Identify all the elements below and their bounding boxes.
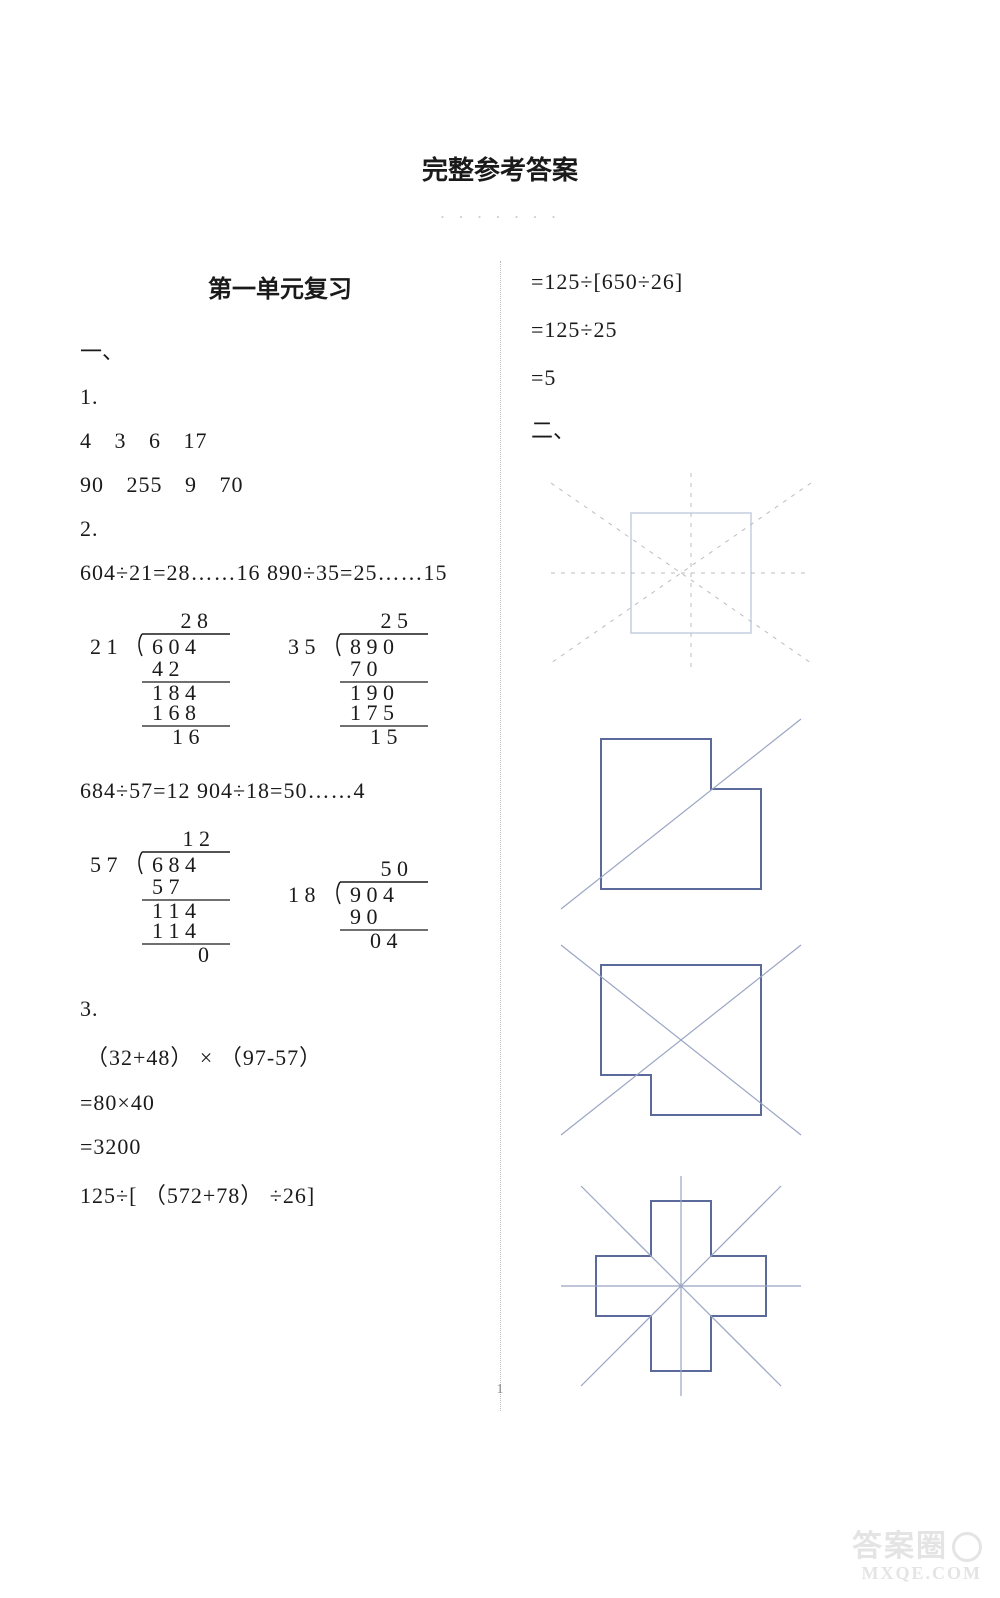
- geom-1: [531, 463, 920, 683]
- q1-row2: 90 255 9 70: [80, 472, 480, 498]
- q2-label: 2.: [80, 516, 480, 542]
- left-column: 第一单元复习 一、 1. 4 3 6 17 90 255 9 70 2. 604…: [80, 261, 500, 1411]
- page-title: 完整参考答案: [80, 150, 920, 187]
- longdiv-c: 1 2 5 7 6 8 4 5 7 1 1 4 1 1 4 0: [80, 826, 250, 976]
- svg-text:1 2: 1 2: [183, 826, 211, 851]
- r-l1: =125÷[650÷26]: [531, 269, 920, 295]
- section-two-label: 二、: [531, 413, 920, 445]
- q3-label: 3.: [80, 996, 480, 1022]
- page-number: 1: [497, 1382, 504, 1398]
- svg-text:7 0: 7 0: [350, 656, 378, 681]
- q2-line1: 604÷21=28……16 890÷35=25……15: [80, 560, 480, 586]
- svg-text:1 8: 1 8: [288, 882, 316, 907]
- q3-l4: 125÷[ （572+78） ÷26]: [80, 1178, 480, 1210]
- svg-text:1 1 4: 1 1 4: [152, 918, 196, 943]
- watermark: 答案圈 MXQE.COM: [852, 1530, 982, 1584]
- faint-subtitle: · · · · · · ·: [80, 207, 920, 231]
- svg-text:3 5: 3 5: [288, 634, 316, 659]
- svg-text:2 8: 2 8: [181, 608, 209, 633]
- watermark-circle-icon: [952, 1532, 982, 1562]
- longdiv-row-2: 1 2 5 7 6 8 4 5 7 1 1 4 1 1 4 0: [80, 826, 480, 976]
- longdiv-a: 2 8 2 1 6 0 4 4 2 1 8 4 1 6 8 1 6: [80, 608, 250, 758]
- q3-l1: （32+48） × （97-57）: [86, 1040, 480, 1072]
- unit-title: 第一单元复习: [80, 269, 480, 304]
- svg-text:2 5: 2 5: [381, 608, 409, 633]
- geom-2: [531, 699, 920, 919]
- q2-line2: 684÷57=12 904÷18=50……4: [80, 778, 480, 804]
- svg-text:0: 0: [198, 942, 209, 967]
- svg-text:4 2: 4 2: [152, 656, 180, 681]
- svg-text:2 1: 2 1: [90, 634, 118, 659]
- longdiv-d: 5 0 1 8 9 0 4 9 0 0 4: [278, 856, 448, 976]
- longdiv-b: 2 5 3 5 8 9 0 7 0 1 9 0 1 7 5 1 5: [278, 608, 448, 758]
- geom-3: [531, 935, 920, 1155]
- svg-text:5 7: 5 7: [152, 874, 180, 899]
- r-l2: =125÷25: [531, 317, 920, 343]
- watermark-top: 答案圈: [852, 1530, 948, 1563]
- q3-l2: =80×40: [80, 1090, 480, 1116]
- q1-row1: 4 3 6 17: [80, 428, 480, 454]
- svg-text:0 4: 0 4: [370, 928, 398, 953]
- svg-text:5 0: 5 0: [381, 856, 409, 881]
- r-l3: =5: [531, 365, 920, 391]
- svg-text:5 7: 5 7: [90, 852, 118, 877]
- section-one-label: 一、: [80, 334, 480, 366]
- longdiv-row-1: 2 8 2 1 6 0 4 4 2 1 8 4 1 6 8 1 6: [80, 608, 480, 758]
- geom-4: [531, 1171, 920, 1401]
- two-column-layout: 第一单元复习 一、 1. 4 3 6 17 90 255 9 70 2. 604…: [80, 261, 920, 1411]
- q1-label: 1.: [80, 384, 480, 410]
- svg-text:1 6: 1 6: [172, 724, 200, 749]
- svg-text:9 0: 9 0: [350, 904, 378, 929]
- right-column: =125÷[650÷26] =125÷25 =5 二、: [500, 261, 920, 1411]
- watermark-bottom: MXQE.COM: [852, 1564, 982, 1584]
- q3-l3: =3200: [80, 1134, 480, 1160]
- svg-text:1 7 5: 1 7 5: [350, 700, 394, 725]
- svg-text:1 6 8: 1 6 8: [152, 700, 196, 725]
- svg-text:1 5: 1 5: [370, 724, 398, 749]
